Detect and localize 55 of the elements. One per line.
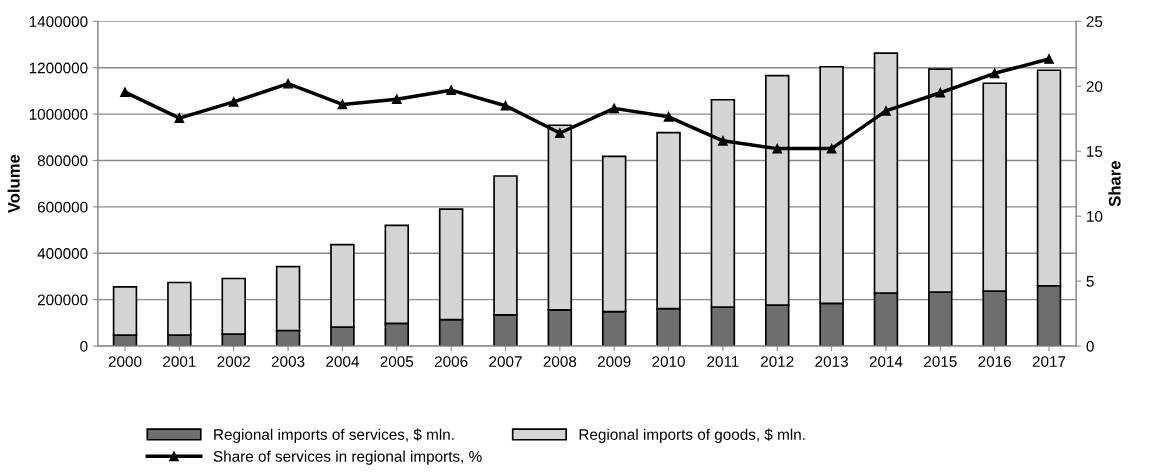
x-tick-label: 2008 — [543, 356, 577, 367]
y-tick-label: 1000000 — [29, 108, 88, 120]
y-tick-label: 400000 — [37, 248, 88, 259]
y-tick-label: 0 — [80, 340, 88, 352]
point — [935, 87, 946, 98]
x-tick-label: 2009 — [597, 356, 631, 367]
x-tick-label: 2016 — [978, 356, 1011, 367]
x-tick-label: 2013 — [815, 356, 848, 367]
x-tick-label: 2003 — [271, 356, 305, 367]
y-tick-label: 1400000 — [29, 16, 88, 28]
point — [283, 78, 293, 89]
legend-label: Share of services in regional imports, % — [213, 450, 482, 465]
y-tick-label: 1200000 — [29, 62, 88, 74]
point — [881, 106, 891, 116]
x-tick-label: 2011 — [707, 356, 739, 367]
point — [446, 85, 456, 96]
point — [609, 103, 620, 114]
y-tick-label: 600000 — [37, 201, 88, 213]
x-tick-label: 2015 — [924, 356, 957, 367]
y-axis-title: Volume — [7, 154, 20, 214]
x-tick-label: 2001 — [163, 356, 196, 367]
point — [500, 100, 511, 111]
point — [826, 143, 837, 154]
y2-tick-label: 20 — [1086, 81, 1103, 92]
point — [554, 128, 565, 138]
y2-tick-label: 0 — [1086, 340, 1094, 352]
point — [337, 99, 348, 110]
y-tick-label: 200000 — [37, 294, 88, 306]
point — [228, 96, 239, 107]
x-tick-label: 2006 — [434, 356, 468, 367]
point — [391, 94, 402, 105]
point — [1044, 54, 1054, 64]
x-tick-label: 2002 — [217, 356, 250, 367]
y2-axis-title: Share — [1108, 161, 1121, 207]
point — [772, 143, 783, 154]
x-tick-label: 2004 — [326, 356, 359, 367]
point — [174, 113, 185, 123]
x-tick-label: 2005 — [380, 356, 414, 367]
x-tick-label: 2012 — [761, 356, 794, 367]
x-tick-label: 2014 — [869, 356, 903, 367]
x-tick-label: 2000 — [108, 356, 142, 367]
legend-label: Regional imports of services, $ mln. — [214, 428, 454, 443]
y-tick-label: 800000 — [37, 155, 88, 167]
y2-tick-label: 15 — [1087, 146, 1103, 157]
y2-tick-label: 5 — [1086, 276, 1094, 287]
x-tick-label: 2007 — [489, 356, 522, 367]
point — [989, 68, 1000, 79]
y2-tick-label: 10 — [1087, 211, 1103, 222]
legend-label: Regional imports of goods, $ mln. — [579, 428, 805, 443]
point — [718, 135, 728, 146]
y2-tick-label: 25 — [1086, 16, 1103, 28]
x-tick-label: 2017 — [1032, 356, 1066, 367]
point — [663, 111, 674, 122]
point — [120, 87, 130, 97]
x-tick-label: 2010 — [652, 356, 685, 367]
